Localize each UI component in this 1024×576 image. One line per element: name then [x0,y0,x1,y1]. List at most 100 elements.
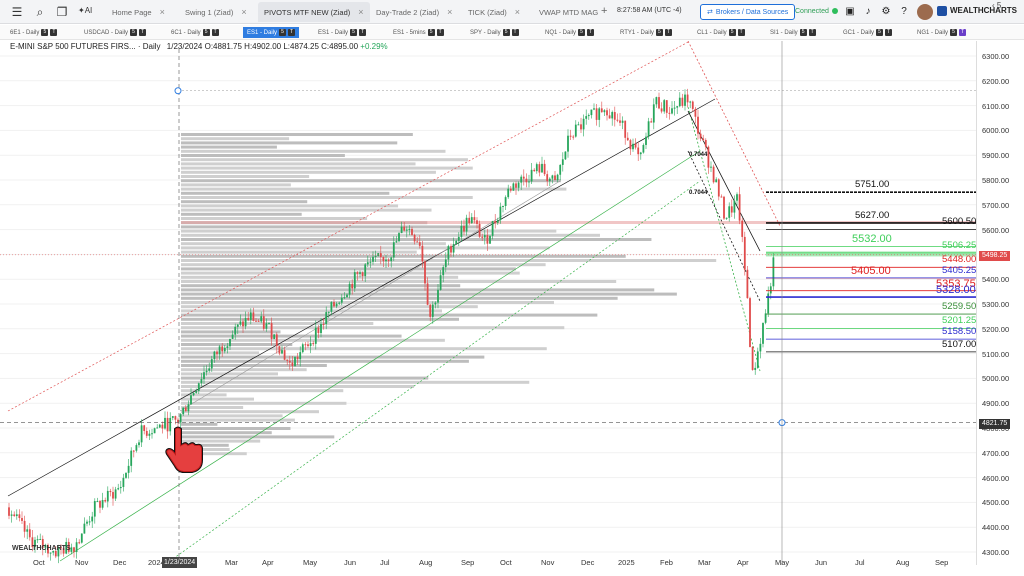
menu-icon[interactable]: ☰ [11,5,23,19]
symbol-label: 6C1 - Daily [171,29,201,36]
price-tick-label: 4500.00 [982,498,1010,508]
avatar[interactable] [917,4,933,20]
interval-badge: 5 [279,29,287,36]
candle-body [13,514,16,517]
candle-body [78,542,81,544]
price-chart[interactable] [0,41,976,565]
ai-button[interactable]: ✦AI [78,6,93,15]
current-price-tag: 5498.25 [979,251,1011,261]
candle-body [67,541,70,552]
candle-body [260,316,263,322]
pivot-level-label: 5532.00 [852,233,892,246]
close-icon[interactable]: × [447,7,453,17]
volume-profile-bar [181,317,460,321]
volume-profile-bar [181,238,652,241]
candle-body [262,316,265,329]
candle-body [283,350,286,360]
bell-icon[interactable]: ♪ [865,6,871,17]
candle-body [582,118,585,130]
symbol-tab[interactable]: RTY1 - Daily 5 T [620,27,672,38]
save-icon[interactable]: ▣ [845,6,855,17]
time-tick-label: Nov [75,558,89,567]
candle-body [504,197,507,206]
candle-body [658,97,660,109]
tab-tick[interactable]: TICK (Ziad) × [462,2,526,22]
time-tick-label: Sep [935,558,949,567]
candle-body [88,521,91,523]
candle-body [689,101,692,103]
time-tick-label: Sep [461,558,475,567]
candle-body [483,235,486,238]
candle-body [442,267,445,276]
symbol-tab[interactable]: CL1 - Daily 5 T [697,27,745,38]
candle-body [130,450,133,466]
candle-body [489,235,491,244]
candle-body [749,298,751,348]
volume-profile-bar [181,347,547,351]
close-icon[interactable]: × [241,7,247,17]
close-icon[interactable]: × [358,7,364,17]
candle-body [278,346,281,354]
tab-home-page[interactable]: Home Page × [106,2,171,22]
symbol-tab[interactable]: 6C1 - Daily 5 T [171,27,219,38]
volume-profile-bar [181,204,399,208]
symbol-tab[interactable]: ES1 - 5mins 5 T [393,27,444,38]
symbol-tab[interactable]: 6E1 - Daily 5 T [10,27,58,38]
tab-label: PIVOTS MTF NEW (Ziad) [264,7,351,17]
candle-body [613,112,616,120]
symbol-tab[interactable]: USDCAD - Daily 5 T [84,27,147,38]
price-axis[interactable] [976,41,1024,565]
trend-channel-line [7,41,691,412]
candle-body [247,317,250,320]
interval-badge: 5 [578,29,586,36]
candle-body [619,120,621,123]
symbol-bar-scroll[interactable]: ‹ 5 [992,1,1002,10]
gear-icon[interactable]: ⚙ [881,6,891,17]
tab-swing-1[interactable]: Swing 1 (Ziad) × [179,2,253,22]
candle-body [138,442,140,446]
tab-day-trade-2[interactable]: Day-Trade 2 (Ziad) × [370,2,458,22]
symbol-tab[interactable]: SI1 - Daily 5 T [770,27,816,38]
symbol-tab[interactable]: ES1 - Daily 5 T [243,27,300,38]
volume-profile-bar [181,422,218,426]
candle-body [525,178,528,183]
interval-badge: 5 [728,29,736,36]
candle-body [44,544,47,548]
candle-body [372,256,374,262]
logo: WEALTHCHARTS [937,6,1017,16]
brokers-button[interactable]: ⇄ Brokers / Data Sources [700,4,796,20]
candle-body [31,537,34,548]
candle-body [465,217,468,232]
ai-label: AI [84,6,93,15]
price-tick-label: 5600.00 [982,225,1010,235]
symbol-tab[interactable]: SPY - Daily 5 T [470,27,519,38]
close-icon[interactable]: × [159,7,165,17]
interval-badge: 5 [502,29,510,36]
price-tick-label: 4300.00 [982,548,1010,557]
tab-pivots-mtf-new[interactable]: PIVOTS MTF NEW (Ziad) × [258,2,370,22]
symbol-label: ES1 - Daily [318,29,349,36]
candle-body [621,120,624,123]
symbol-tab[interactable]: NG1 - Daily 5 T [917,27,967,38]
tab-vwap-mtd[interactable]: VWAP MTD MAG [533,2,604,22]
candle-body [242,321,244,327]
copy-icon[interactable]: ❐ [56,5,68,19]
legend-ohlc: 1/23/2024 O:4881.75 H:4902.00 L:4874.25 … [166,42,359,51]
candle-body [426,283,429,305]
symbol-tab[interactable]: GC1 - Daily 5 T [843,27,893,38]
pivot-level-label: 5259.50 [942,301,977,313]
candle-body [73,547,75,552]
add-tab-button[interactable]: + [601,5,608,17]
symbol-tab[interactable]: NQ1 - Daily 5 T [545,27,595,38]
candle-body [663,100,666,112]
symbol-tab[interactable]: ES1 - Daily 5 T [318,27,367,38]
close-icon[interactable]: × [514,7,521,17]
volume-profile-bar [181,338,445,342]
candle-body [647,121,650,137]
help-icon[interactable]: ? [901,6,907,17]
candle-body [187,404,190,412]
candle-body [156,427,159,429]
search-icon[interactable]: ⌕ [36,4,44,19]
candle-body [733,200,736,213]
candle-body [327,311,330,313]
